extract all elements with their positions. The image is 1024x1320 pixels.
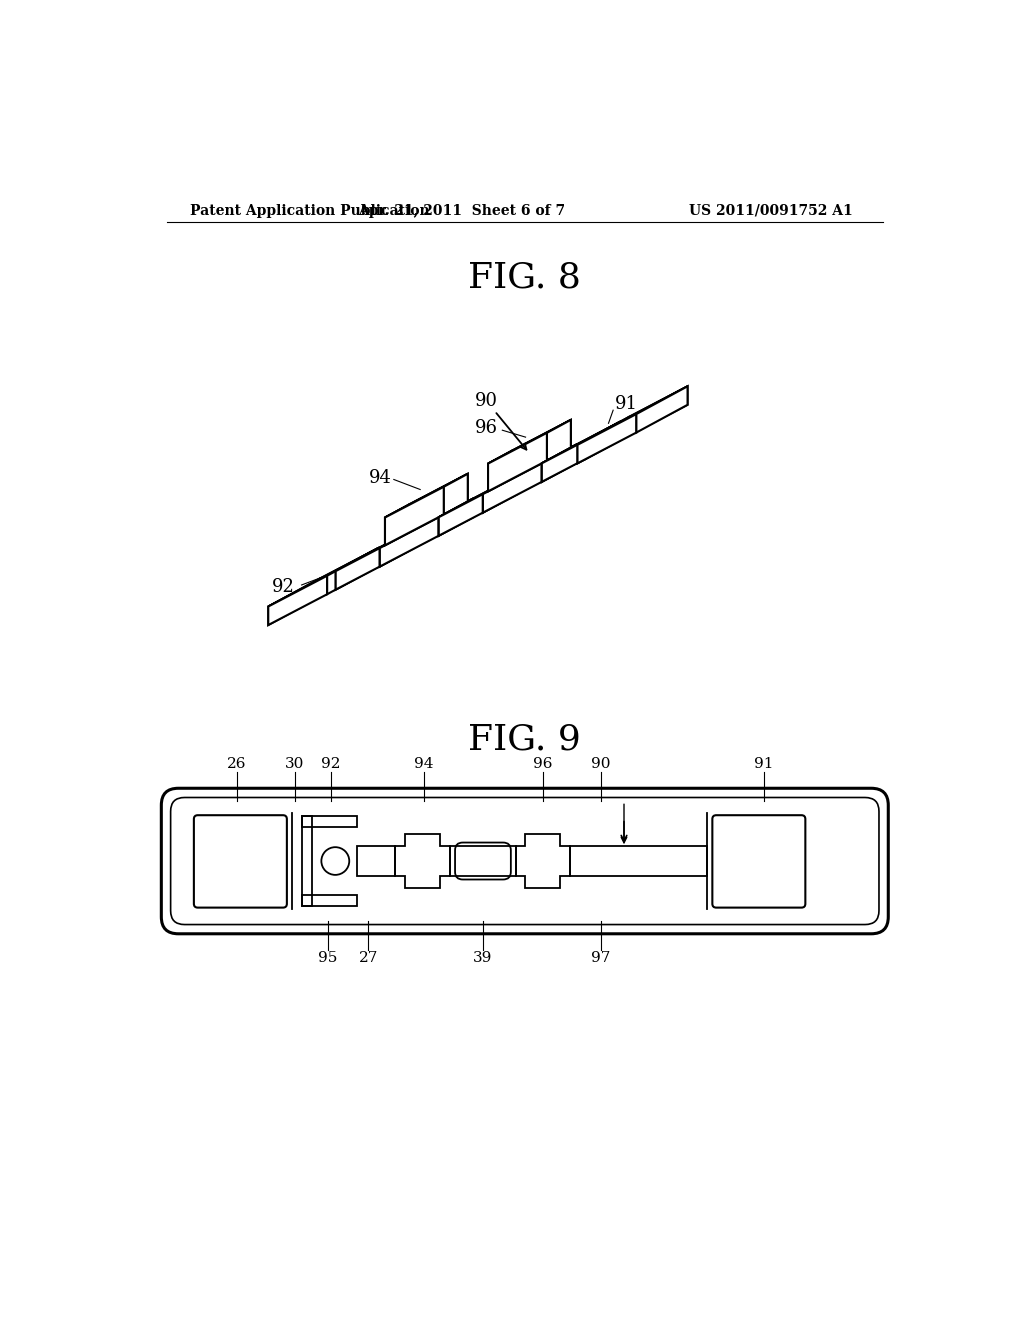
Polygon shape: [629, 387, 687, 436]
Polygon shape: [385, 487, 443, 545]
Text: 97: 97: [591, 952, 610, 965]
Polygon shape: [542, 445, 575, 482]
Polygon shape: [542, 422, 621, 463]
Polygon shape: [517, 445, 575, 494]
Text: 90: 90: [475, 392, 499, 411]
Text: 90: 90: [591, 756, 610, 771]
Polygon shape: [483, 475, 517, 512]
Polygon shape: [575, 422, 621, 463]
Text: 96: 96: [532, 756, 552, 771]
Text: FIG. 8: FIG. 8: [468, 261, 582, 294]
Polygon shape: [438, 475, 517, 517]
Polygon shape: [268, 576, 328, 626]
Polygon shape: [268, 578, 319, 626]
Polygon shape: [370, 529, 414, 572]
Polygon shape: [578, 414, 636, 463]
Polygon shape: [380, 529, 414, 566]
Polygon shape: [336, 548, 380, 590]
Polygon shape: [380, 499, 473, 548]
FancyBboxPatch shape: [162, 788, 888, 933]
Polygon shape: [328, 548, 378, 594]
Text: 94: 94: [415, 756, 434, 771]
Polygon shape: [483, 475, 517, 512]
Polygon shape: [438, 499, 473, 536]
Polygon shape: [268, 548, 378, 607]
Polygon shape: [483, 463, 542, 512]
Text: 26: 26: [226, 756, 246, 771]
Polygon shape: [336, 529, 414, 572]
Polygon shape: [414, 499, 473, 548]
Polygon shape: [380, 517, 438, 566]
Text: 92: 92: [322, 756, 341, 771]
Text: 96: 96: [475, 418, 499, 437]
Text: 94: 94: [369, 469, 391, 487]
Polygon shape: [488, 450, 512, 491]
Text: 30: 30: [285, 756, 304, 771]
Text: 39: 39: [473, 952, 493, 965]
Polygon shape: [578, 387, 687, 445]
Polygon shape: [409, 474, 468, 532]
Polygon shape: [547, 420, 570, 461]
Polygon shape: [636, 387, 687, 433]
Text: 27: 27: [358, 952, 378, 965]
Polygon shape: [473, 475, 517, 517]
Text: 91: 91: [614, 395, 638, 413]
Text: 92: 92: [272, 578, 295, 595]
Text: 91: 91: [754, 756, 773, 771]
Polygon shape: [319, 548, 378, 597]
Text: Patent Application Publication: Patent Application Publication: [190, 203, 430, 218]
Polygon shape: [578, 417, 629, 463]
Polygon shape: [512, 420, 570, 478]
Polygon shape: [488, 433, 547, 491]
Polygon shape: [488, 420, 570, 463]
Text: Apr. 21, 2011  Sheet 6 of 7: Apr. 21, 2011 Sheet 6 of 7: [357, 203, 565, 218]
Polygon shape: [586, 422, 621, 459]
Polygon shape: [385, 504, 409, 545]
Polygon shape: [542, 445, 575, 482]
Polygon shape: [483, 445, 575, 494]
Text: 95: 95: [318, 952, 338, 965]
Polygon shape: [385, 474, 468, 517]
Polygon shape: [438, 499, 473, 536]
Text: FIG. 9: FIG. 9: [468, 723, 582, 756]
Polygon shape: [542, 441, 586, 482]
Polygon shape: [336, 553, 370, 590]
Polygon shape: [438, 494, 483, 536]
Text: US 2011/0091752 A1: US 2011/0091752 A1: [689, 203, 853, 218]
Polygon shape: [443, 474, 468, 515]
Polygon shape: [380, 529, 414, 566]
